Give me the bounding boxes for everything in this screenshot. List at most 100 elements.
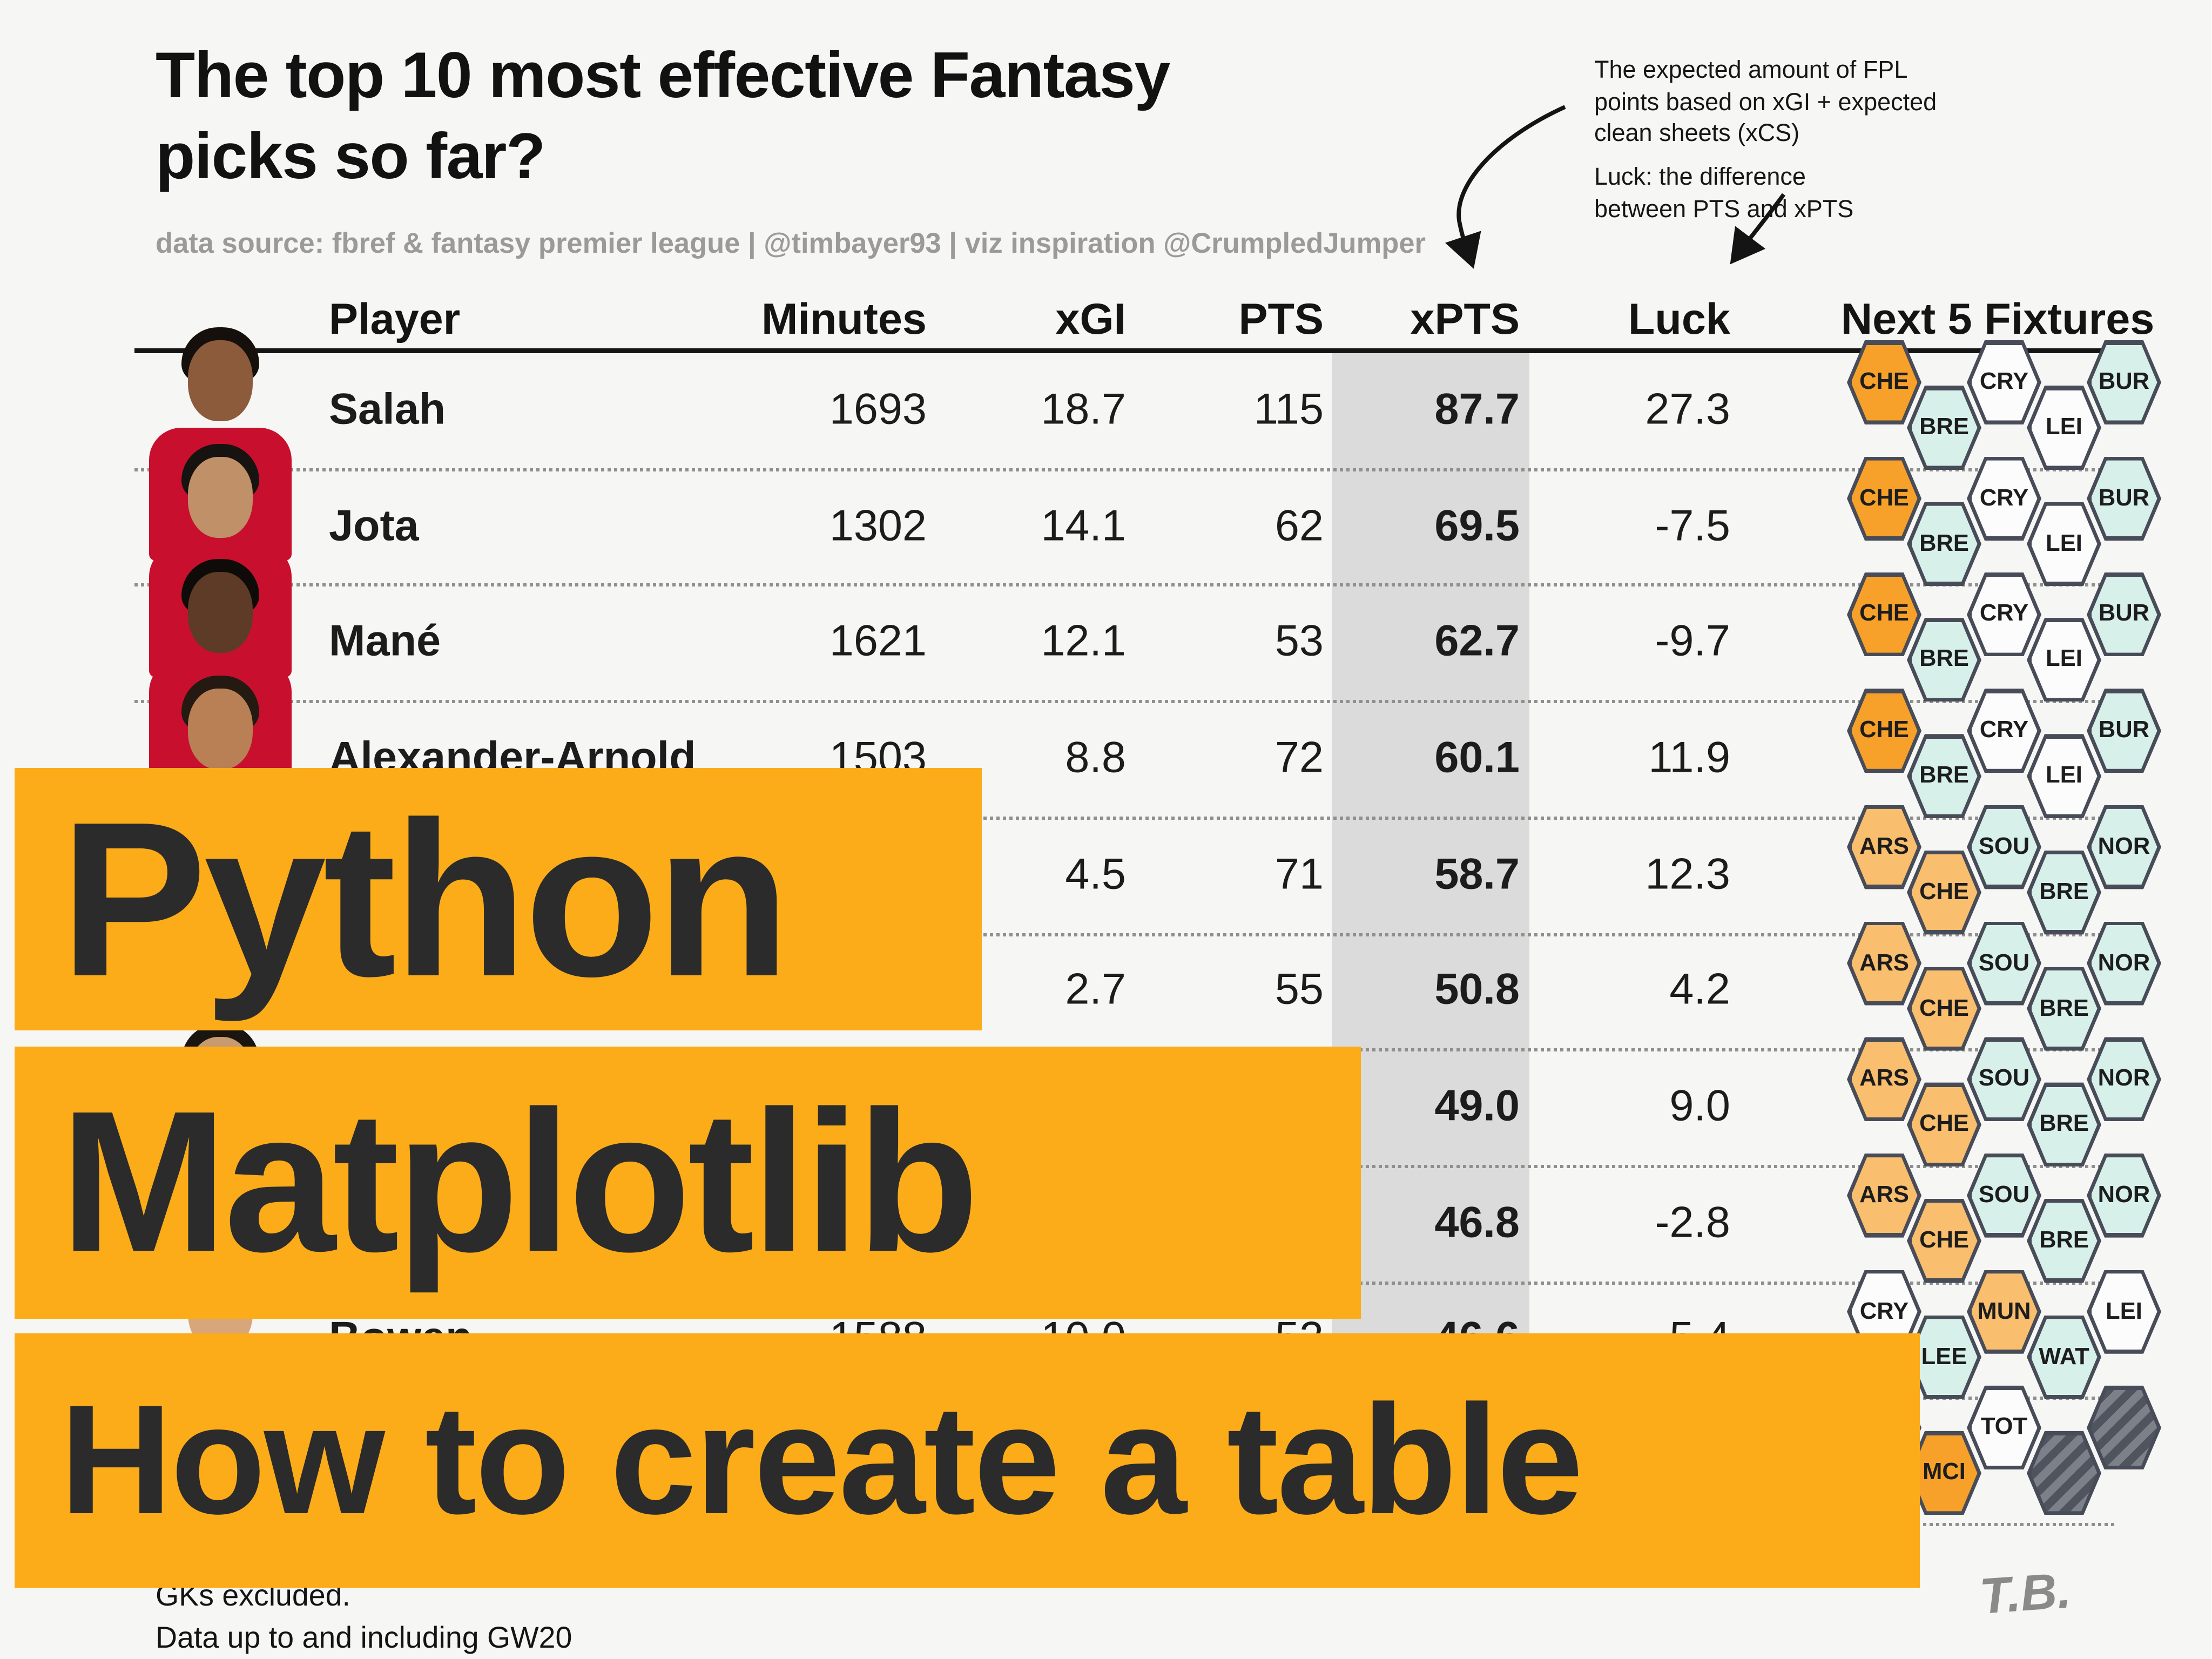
col-header-pts: PTS: [1238, 295, 1324, 343]
fixture-hexagon-lei: LEI: [2087, 1269, 2161, 1354]
fixture-code: ARS: [1859, 950, 1909, 976]
fixture-code: [2087, 1386, 2161, 1470]
luck-annotation-line: Luck: the difference: [1594, 164, 1806, 191]
fixture-code: CRY: [1979, 602, 2029, 628]
player-name: Salah: [329, 385, 446, 434]
xgi-value: 2.7: [1065, 965, 1126, 1014]
row-separator: [134, 816, 2114, 820]
fixture-hexagon-nor: NOR: [2087, 805, 2161, 889]
fixture-code: MUN: [1977, 1298, 2031, 1325]
luck-value: -2.8: [1655, 1197, 1730, 1246]
table-row: 4.5 71 58.7 12.3 ARS CHE SOU BRE NOR: [0, 805, 2211, 935]
hexagon-fill: [2090, 925, 2157, 1001]
fixture-code: LEE: [1921, 1344, 1967, 1370]
hexagon-fill: [1851, 1157, 1918, 1234]
fixture-hexagon-bre: BRE: [1907, 734, 1981, 819]
banner-how-to: How to create a table: [15, 1333, 1920, 1588]
fixture-hexagon-bur: BUR: [2087, 572, 2161, 657]
hexagon-fill: [1971, 1390, 2038, 1466]
fixture-hexagon-ars: ARS: [1847, 805, 1921, 889]
fixture-code: BRE: [2039, 1228, 2089, 1254]
fixture-hexagon-bre: BRE: [2027, 850, 2101, 935]
hexagon-fill: [1851, 808, 1918, 885]
xpts-value: 49.0: [1434, 1081, 1520, 1130]
fixture-code: BRE: [1919, 647, 1969, 673]
xgi-value: 14.1: [1041, 501, 1126, 550]
banner-python: Python: [15, 768, 982, 1030]
fixture-code: BUR: [2098, 485, 2150, 512]
fixture-code: LEI: [2046, 763, 2082, 790]
xpts-annotation: The expected amount of FPL points based …: [1594, 55, 1937, 150]
xgi-value: 8.8: [1065, 733, 1126, 782]
row-separator: [134, 468, 2114, 471]
fixture-code: LEI: [2046, 415, 2082, 441]
fixture-hexagon-che: CHE: [1847, 340, 1921, 424]
hexagon-fill: [2031, 622, 2098, 698]
fixture-code: MCI: [1923, 1460, 1966, 1486]
row-separator: [134, 932, 2114, 936]
luck-annotation-line: between PTS and xPTS: [1594, 195, 1854, 223]
row-separator: [134, 700, 2114, 704]
fixture-hexagon-sou: SOU: [1967, 1037, 2041, 1122]
fixture-code: BRE: [1919, 531, 1969, 557]
luck-value: 11.9: [1648, 733, 1730, 782]
hexagon-fill: [2031, 389, 2098, 466]
hexagon-fill: [2090, 576, 2157, 653]
xpts-highlight-column: [1332, 352, 1529, 1523]
col-header-luck: Luck: [1628, 295, 1730, 343]
xpts-value: 50.8: [1434, 965, 1520, 1014]
fixture-hexagon-ars: ARS: [1847, 921, 1921, 1006]
row-separator: [134, 584, 2114, 588]
fixture-hexagon-bur: BUR: [2087, 689, 2161, 773]
minutes-value: 1621: [829, 617, 927, 666]
table-row: 2.7 55 50.8 4.2 ARS CHE SOU BRE NOR: [0, 921, 2211, 1051]
fixture-hexagon-sou: SOU: [1967, 805, 2041, 889]
fixture-code: NOR: [2098, 834, 2150, 860]
fixture-code: BRE: [2039, 1111, 2089, 1138]
xpts-value: 62.7: [1434, 617, 1520, 666]
fixture-hexagon-che: CHE: [1847, 456, 1921, 541]
arrow-to-xpts: [1445, 105, 1566, 269]
header-underline: [134, 348, 2114, 353]
luck-value: 9.0: [1669, 1081, 1730, 1130]
page-title: The top 10 most effective Fantasy picks …: [156, 36, 1170, 198]
fixture-hexagon-che: CHE: [1907, 850, 1981, 935]
player-name: Mané: [329, 617, 441, 666]
fixture-hexagon-bur: BUR: [2087, 456, 2161, 541]
table-row: Mané 1621 12.1 53 62.7 -9.7 CHE BRE CRY LEI BUR: [0, 572, 2211, 703]
hexagon-fill: [1851, 1041, 1918, 1118]
hexagon-fill: [2031, 505, 2098, 582]
fixture-code: SOU: [1978, 950, 2030, 976]
fixture-code: SOU: [1978, 1066, 2030, 1092]
fixture-code: SOU: [1978, 1182, 2030, 1209]
hexagon-fill: [1971, 344, 2038, 421]
hexagon-fill: [1911, 970, 1978, 1047]
pts-value: 62: [1274, 501, 1324, 550]
fixture-code: ARS: [1859, 834, 1909, 860]
hexagon-fill: [1971, 1157, 2038, 1234]
data-source-credit: data source: fbref & fantasy premier lea…: [156, 227, 1426, 259]
hexagon-fill: [1911, 738, 1978, 814]
luck-value: 4.2: [1669, 965, 1730, 1014]
photo-face: [188, 572, 253, 654]
fixture-hexagon-cry: CRY: [1967, 340, 2041, 424]
fixture-code: BRE: [1919, 415, 1969, 441]
fixture-hexagon-che: CHE: [1907, 1198, 1981, 1283]
hexagon-fill: [1911, 622, 1978, 698]
photo-face: [188, 456, 253, 538]
fixture-hexagon-che: CHE: [1847, 689, 1921, 773]
fixture-code: CHE: [1919, 1111, 1969, 1138]
hexagon-fill: [1971, 460, 2038, 537]
fixture-hexagon-nor: NOR: [2087, 1037, 2161, 1122]
fixture-hexagon-lei: LEI: [2027, 618, 2101, 703]
hexagon-fill: [1911, 505, 1978, 582]
fixture-code: CHE: [1859, 485, 1909, 512]
fixture-code: BUR: [2098, 602, 2150, 628]
fixture-hexagon-che: CHE: [1907, 966, 1981, 1051]
fixture-code: NOR: [2098, 1182, 2150, 1209]
hexagon-fill: [2031, 1203, 2098, 1279]
fixture-code: SOU: [1978, 834, 2030, 860]
pts-value: 71: [1274, 849, 1324, 898]
